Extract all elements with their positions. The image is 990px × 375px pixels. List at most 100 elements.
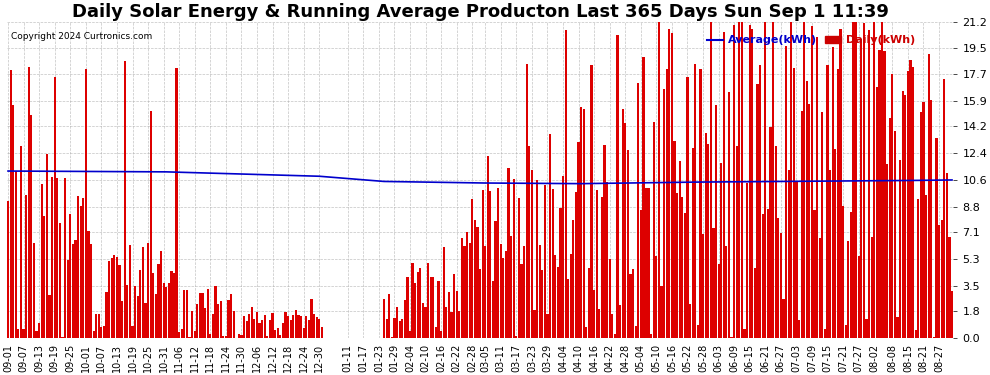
Bar [761, 214, 764, 338]
Bar [647, 188, 649, 338]
Bar [140, 270, 142, 338]
Bar [471, 199, 473, 338]
Bar [886, 164, 888, 338]
Bar [665, 69, 668, 338]
Bar [196, 304, 198, 338]
Bar [274, 330, 276, 338]
Bar [644, 188, 647, 338]
Bar [87, 231, 89, 338]
Legend: Average(kWh), Daily(kWh): Average(kWh), Daily(kWh) [702, 31, 920, 50]
Bar [710, 22, 712, 338]
Bar [49, 296, 50, 338]
Bar [824, 328, 826, 338]
Bar [635, 326, 637, 338]
Bar [502, 258, 505, 338]
Bar [835, 150, 837, 338]
Bar [564, 30, 566, 338]
Bar [822, 112, 824, 338]
Bar [212, 314, 214, 338]
Bar [739, 22, 741, 338]
Bar [209, 334, 212, 338]
Bar [100, 327, 103, 338]
Bar [391, 337, 393, 338]
Bar [531, 170, 533, 338]
Bar [494, 222, 497, 338]
Bar [282, 322, 284, 338]
Bar [175, 68, 177, 338]
Bar [580, 107, 582, 338]
Bar [889, 118, 891, 338]
Bar [933, 337, 935, 338]
Bar [816, 38, 819, 338]
Bar [614, 334, 616, 338]
Bar [694, 64, 696, 338]
Bar [230, 294, 233, 338]
Bar [241, 335, 243, 338]
Bar [409, 331, 411, 338]
Bar [98, 314, 100, 338]
Bar [12, 105, 14, 338]
Bar [15, 171, 17, 338]
Bar [551, 189, 553, 338]
Bar [468, 243, 471, 338]
Bar [907, 71, 909, 338]
Bar [111, 258, 113, 338]
Bar [548, 134, 551, 338]
Bar [546, 314, 548, 338]
Bar [500, 244, 502, 338]
Bar [814, 210, 816, 338]
Bar [780, 233, 782, 338]
Bar [119, 265, 121, 338]
Bar [603, 146, 606, 338]
Bar [266, 336, 268, 338]
Bar [64, 178, 66, 338]
Bar [31, 116, 33, 338]
Bar [191, 310, 193, 338]
Bar [129, 245, 131, 338]
Bar [741, 22, 743, 338]
Bar [460, 238, 463, 338]
Bar [793, 68, 795, 338]
Bar [943, 79, 945, 338]
Bar [215, 286, 217, 338]
Bar [51, 177, 53, 338]
Bar [313, 314, 315, 338]
Bar [702, 234, 704, 338]
Bar [474, 220, 476, 338]
Bar [481, 190, 484, 338]
Bar [92, 331, 95, 338]
Bar [178, 332, 180, 338]
Bar [258, 323, 260, 338]
Bar [777, 218, 779, 338]
Bar [383, 299, 385, 338]
Bar [868, 30, 870, 338]
Bar [71, 244, 74, 338]
Bar [404, 300, 406, 338]
Bar [529, 146, 531, 338]
Bar [276, 328, 279, 338]
Bar [106, 292, 108, 338]
Bar [575, 192, 577, 338]
Bar [435, 327, 437, 338]
Bar [422, 303, 424, 338]
Bar [795, 182, 798, 338]
Bar [116, 257, 118, 338]
Bar [497, 188, 499, 338]
Bar [632, 269, 635, 338]
Bar [489, 191, 491, 338]
Bar [248, 314, 250, 338]
Bar [46, 154, 49, 338]
Bar [860, 39, 862, 338]
Bar [697, 325, 699, 338]
Bar [446, 308, 447, 338]
Bar [137, 296, 139, 338]
Bar [663, 89, 665, 338]
Bar [487, 156, 489, 338]
Bar [443, 248, 445, 338]
Bar [837, 69, 839, 338]
Bar [297, 315, 300, 338]
Bar [876, 87, 878, 338]
Bar [931, 100, 933, 338]
Bar [199, 293, 201, 338]
Bar [263, 315, 266, 338]
